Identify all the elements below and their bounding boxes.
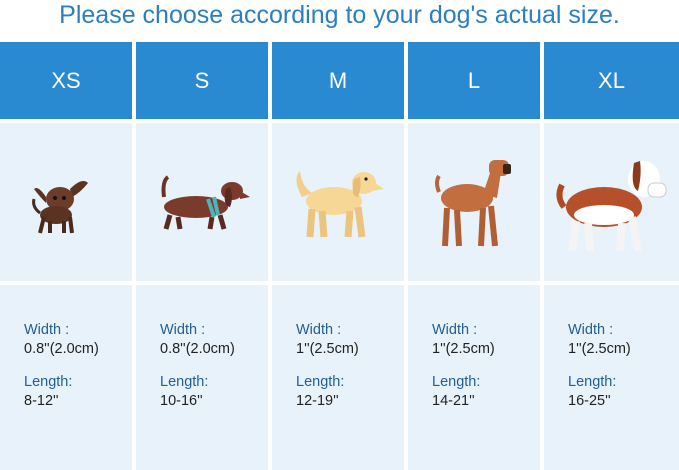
size-header-xl: XL xyxy=(544,42,679,119)
size-header-s: S xyxy=(136,42,268,119)
length-label: Length: xyxy=(296,374,345,390)
dog-cell-m xyxy=(272,123,404,281)
length-value: 14-21'' xyxy=(432,393,475,409)
dachshund-icon xyxy=(161,175,250,230)
length-label: Length: xyxy=(568,374,617,390)
width-label: Width : xyxy=(432,322,478,338)
saint-bernard-icon xyxy=(556,161,667,252)
size-header-m: M xyxy=(272,42,404,119)
golden-retriever-icon xyxy=(296,171,384,238)
width-value: 0.8''(2.0cm) xyxy=(24,341,99,357)
dog-cell-xl xyxy=(544,123,679,281)
page-title: Please choose according to your dog's ac… xyxy=(59,1,620,29)
width-value: 1''(2.5cm) xyxy=(568,341,631,357)
width-value: 1''(2.5cm) xyxy=(296,341,359,357)
length-value: 10-16'' xyxy=(160,393,203,409)
length-value: 8-12'' xyxy=(24,393,59,409)
size-header-l: L xyxy=(408,42,540,119)
dog-cell-s xyxy=(136,123,268,281)
width-label: Width : xyxy=(160,322,206,338)
width-value: 1''(2.5cm) xyxy=(432,341,495,357)
length-value: 16-25'' xyxy=(568,393,611,409)
dog-cell-xs xyxy=(0,123,132,281)
size-chart: XS S M L XL xyxy=(0,42,679,470)
width-label: Width : xyxy=(568,322,614,338)
size-info-xs: Width : 0.8''(2.0cm) Length: 8-12'' xyxy=(0,285,132,470)
length-label: Length: xyxy=(432,374,481,390)
length-label: Length: xyxy=(160,374,209,390)
width-label: Width : xyxy=(24,322,70,338)
width-value: 0.8''(2.0cm) xyxy=(160,341,235,357)
size-header-xs: XS xyxy=(0,42,132,119)
chihuahua-icon xyxy=(32,181,88,234)
size-info-s: Width : 0.8''(2.0cm) Length: 10-16'' xyxy=(136,285,268,470)
size-info-xl: Width : 1''(2.5cm) Length: 16-25'' xyxy=(544,285,679,470)
size-info-l: Width : 1''(2.5cm) Length: 14-21'' xyxy=(408,285,540,470)
length-label: Length: xyxy=(24,374,73,390)
size-info-m: Width : 1''(2.5cm) Length: 12-19'' xyxy=(272,285,404,470)
length-value: 12-19'' xyxy=(296,393,339,409)
boxer-icon xyxy=(435,160,511,247)
dog-cell-l xyxy=(408,123,540,281)
width-label: Width : xyxy=(296,322,342,338)
